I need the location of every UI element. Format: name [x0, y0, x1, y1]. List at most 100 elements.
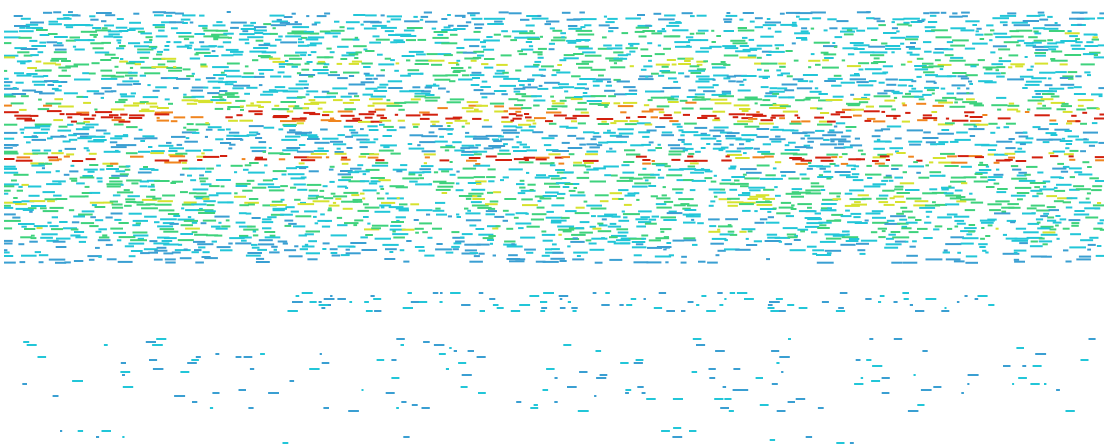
spectral-speck — [695, 32, 705, 35]
spectral-speck — [475, 104, 488, 107]
spectral-speck — [601, 120, 607, 123]
spectral-speck — [71, 179, 78, 182]
spectral-speck — [840, 162, 849, 165]
spectral-speck — [539, 162, 553, 165]
spectral-speck — [80, 222, 95, 225]
spectral-speck — [340, 170, 353, 172]
spectral-speck — [271, 245, 278, 248]
spectral-speck — [149, 359, 158, 361]
spectral-speck — [112, 194, 121, 197]
spectral-speck — [227, 108, 231, 111]
spectral-speck — [605, 57, 620, 60]
spectral-speck — [516, 141, 522, 144]
spectral-speck — [648, 185, 657, 187]
spectral-speck — [945, 122, 955, 125]
spectral-speck — [844, 204, 860, 207]
spectral-speck — [564, 90, 569, 93]
spectral-speck — [888, 233, 896, 236]
spectral-speck — [922, 62, 934, 65]
spectral-speck — [854, 201, 861, 204]
spectral-speck — [1099, 219, 1104, 222]
spectral-speck — [406, 59, 411, 62]
spectral-speck — [186, 123, 194, 126]
spectral-speck — [116, 71, 132, 74]
spectral-speck — [132, 231, 148, 234]
spectral-speck — [531, 17, 549, 20]
spectral-speck — [476, 356, 486, 358]
spectral-speck — [248, 125, 264, 128]
spectral-speck — [493, 90, 507, 92]
spectral-speck — [353, 224, 358, 227]
spectral-speck — [316, 15, 327, 18]
spectral-speck — [278, 108, 285, 111]
spectral-speck — [345, 135, 353, 138]
spectral-speck — [931, 29, 948, 32]
spectral-speck — [44, 80, 59, 83]
spectral-speck — [1057, 162, 1064, 165]
spectral-speck — [589, 102, 604, 105]
spectral-speck — [626, 153, 641, 156]
spectral-speck — [914, 95, 924, 98]
spectral-speck — [375, 159, 385, 162]
spectral-speck — [50, 135, 67, 138]
spectral-speck — [891, 51, 895, 54]
spectral-speck — [134, 63, 141, 66]
spectral-speck — [548, 42, 555, 45]
spectral-speck — [820, 209, 837, 212]
spectral-speck — [525, 116, 532, 119]
spectral-speck — [413, 125, 419, 128]
spectral-speck — [638, 131, 651, 134]
spectral-speck — [816, 165, 831, 168]
spectral-speck — [41, 125, 50, 128]
spectral-speck — [925, 210, 933, 213]
spectral-speck — [792, 78, 804, 81]
spectral-speck — [323, 298, 335, 300]
spectral-speck — [771, 350, 780, 352]
spectral-speck — [720, 407, 729, 409]
spectral-speck — [112, 206, 124, 209]
spectral-speck — [676, 125, 683, 128]
spectral-speck — [561, 141, 570, 144]
spectral-speck — [787, 236, 798, 239]
spectral-speck — [206, 204, 215, 207]
spectral-speck — [638, 210, 652, 213]
spectral-speck — [743, 78, 747, 81]
spectral-speck — [547, 108, 558, 110]
spectral-speck — [966, 92, 970, 95]
spectral-speck — [499, 84, 516, 87]
spectral-speck — [719, 182, 735, 185]
spectral-speck — [483, 39, 500, 42]
spectral-speck — [941, 129, 950, 131]
spectral-speck — [567, 386, 577, 388]
spectral-speck — [496, 307, 504, 309]
spectral-speck — [114, 218, 122, 221]
spectral-speck — [544, 182, 560, 185]
spectral-speck — [754, 26, 764, 29]
spectral-speck — [1097, 17, 1104, 20]
spectral-speck — [354, 170, 370, 173]
spectral-speck — [36, 227, 43, 230]
spectral-speck — [506, 227, 514, 230]
spectral-speck — [950, 176, 966, 179]
spectral-speck — [115, 26, 128, 29]
spectral-speck — [164, 45, 170, 47]
spectral-speck — [234, 195, 246, 198]
spectral-speck — [754, 210, 758, 213]
spectral-speck — [29, 39, 38, 42]
spectral-speck — [343, 191, 359, 194]
spectral-speck — [1002, 24, 1008, 27]
spectral-speck — [419, 111, 430, 114]
spectral-speck — [106, 183, 123, 186]
spectral-speck — [890, 215, 906, 218]
spectral-speck — [149, 240, 158, 243]
spectral-speck — [601, 237, 605, 240]
spectral-speck — [41, 69, 52, 72]
spectral-speck — [902, 261, 918, 264]
spectral-speck — [427, 236, 433, 239]
spectral-speck — [1088, 338, 1096, 340]
spectral-speck — [380, 144, 397, 147]
spectral-speck — [870, 54, 885, 57]
spectral-speck — [364, 206, 380, 209]
spectral-speck — [116, 18, 124, 20]
spectral-speck — [312, 69, 329, 71]
